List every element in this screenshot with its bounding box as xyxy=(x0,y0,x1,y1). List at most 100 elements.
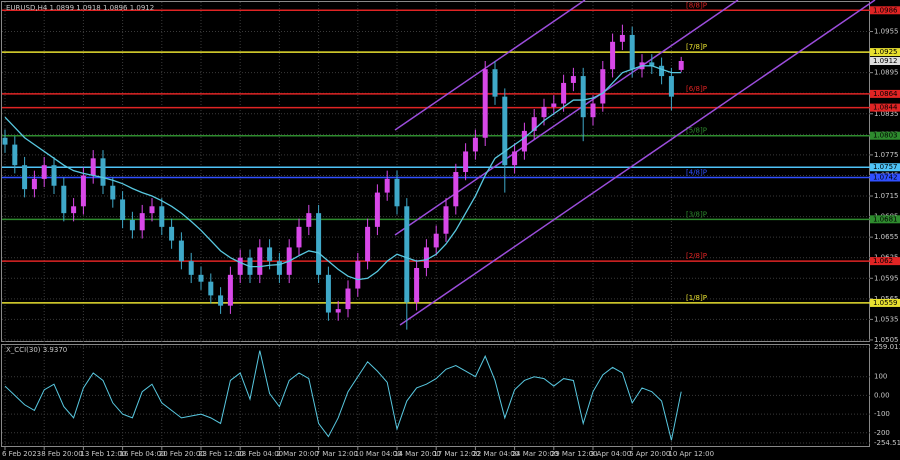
candle-body xyxy=(169,226,175,241)
level-price: 1.0986 xyxy=(873,6,898,14)
x-tick-label: 20 Feb 20:00 xyxy=(159,450,205,458)
cci-tick-label: -254.5188 xyxy=(874,439,900,447)
y-tick-label: 1.0895 xyxy=(874,69,899,77)
candle-body xyxy=(22,165,28,190)
y-tick-label: 1.0715 xyxy=(874,192,899,200)
candle-body xyxy=(218,295,224,306)
moving-average xyxy=(4,65,682,281)
candle-body xyxy=(129,220,135,231)
level-price: 1.0864 xyxy=(873,90,898,98)
price-label: 1.0912 xyxy=(873,57,898,65)
level-box xyxy=(870,89,900,98)
candle-body xyxy=(668,76,674,97)
candle-body xyxy=(629,34,635,70)
x-tick-label: 10 Apr 12:00 xyxy=(668,450,714,458)
candle-body xyxy=(120,199,126,221)
candle-body xyxy=(453,172,459,207)
cci-tick-label: 0.00 xyxy=(874,391,890,399)
x-tick-label: 22 Mar 04:00 xyxy=(472,450,519,458)
candle-body xyxy=(316,213,322,275)
y-tick-label: 1.0535 xyxy=(874,315,899,323)
level-name: [8/8]P xyxy=(686,1,707,9)
candle-body xyxy=(423,247,429,268)
candle-body xyxy=(237,257,243,275)
candle-body xyxy=(306,213,312,227)
candle-body xyxy=(678,60,684,70)
candle-body xyxy=(659,65,665,77)
level-name: [7/8]P xyxy=(686,43,707,51)
x-tick-label: 16 Feb 04:00 xyxy=(120,450,166,458)
candle-body xyxy=(71,206,77,214)
channel-upper xyxy=(394,0,586,131)
candle-body xyxy=(492,69,498,97)
x-tick-label: 5 Apr 20:00 xyxy=(629,450,670,458)
candle-body xyxy=(394,178,400,207)
candle-body xyxy=(502,96,508,166)
plot xyxy=(2,24,684,441)
axis: 1.05051.05351.05651.05951.06251.06551.06… xyxy=(2,6,900,458)
price-frame xyxy=(1,1,870,342)
channel-middle xyxy=(394,0,739,236)
y-tick-label: 1.0835 xyxy=(874,110,899,118)
candle-body xyxy=(561,82,567,104)
candle-body xyxy=(590,103,596,118)
candle-body xyxy=(159,206,165,227)
level-price: 1.0681 xyxy=(873,215,898,223)
candle-body xyxy=(227,274,233,306)
candle-body xyxy=(2,137,8,145)
y-tick-label: 1.0505 xyxy=(874,336,899,344)
candle-body xyxy=(649,62,655,66)
cci-line xyxy=(4,350,682,441)
level-box xyxy=(870,103,900,112)
candle-body xyxy=(325,274,331,313)
level-price: 1.0757 xyxy=(873,163,898,171)
levels: [8/8]P [7/8]P [6/8]P [5/8]P [4/8]P [3/8]P [2/8… xyxy=(2,1,870,304)
candle-body xyxy=(384,178,390,193)
candle-body xyxy=(257,247,263,275)
candle-body xyxy=(80,175,86,207)
level-box xyxy=(870,298,900,307)
level-price: 1.0844 xyxy=(873,104,898,112)
candle-body xyxy=(90,158,96,176)
level-box xyxy=(870,215,900,224)
x-tick-label: 23 Feb 12:00 xyxy=(198,450,244,458)
level-name: [5/8]P xyxy=(686,127,707,135)
level-name: [3/8]P xyxy=(686,210,707,218)
candle-body xyxy=(600,69,606,104)
candle-body xyxy=(463,151,469,173)
candle-body xyxy=(276,261,282,275)
candle-body xyxy=(443,206,449,234)
x-tick-label: 10 Mar 04:00 xyxy=(355,450,402,458)
level-name: [6/8]P xyxy=(686,85,707,93)
x-tick-label: 2 Mar 20:00 xyxy=(276,450,318,458)
x-tick-label: 13 Feb 12:00 xyxy=(80,450,126,458)
x-tick-label: 6 Feb 2023 xyxy=(2,450,41,458)
candle-body xyxy=(619,34,625,42)
level-box xyxy=(870,257,900,266)
x-tick-label: 29 Mar 12:00 xyxy=(551,450,598,458)
level-box xyxy=(870,48,900,57)
cci-tick-label: -200 xyxy=(874,429,890,437)
candle-body xyxy=(188,261,194,275)
chart-title: EURUSD,H4 1.0899 1.0918 1.0896 1.0912 xyxy=(6,4,154,12)
candle-body xyxy=(374,192,380,227)
candle-body xyxy=(551,103,557,107)
candle-body xyxy=(541,106,547,118)
level-price: 1.062 xyxy=(873,257,893,265)
candle-body xyxy=(178,240,184,262)
candle-body xyxy=(365,226,371,262)
cci-tick-label: 259.0114 xyxy=(874,343,900,351)
level-name: [4/8]P xyxy=(686,169,707,177)
level-price: 1.0925 xyxy=(873,48,898,56)
y-tick-label: 1.0655 xyxy=(874,233,899,241)
candle-body xyxy=(110,185,116,200)
level-price: 1.0803 xyxy=(873,132,898,140)
level-price: 1.0742 xyxy=(873,174,898,182)
level-box xyxy=(870,131,900,140)
candle-body xyxy=(355,261,361,289)
candle-body xyxy=(208,281,214,296)
level-box xyxy=(870,163,900,172)
candle-body xyxy=(335,309,341,313)
